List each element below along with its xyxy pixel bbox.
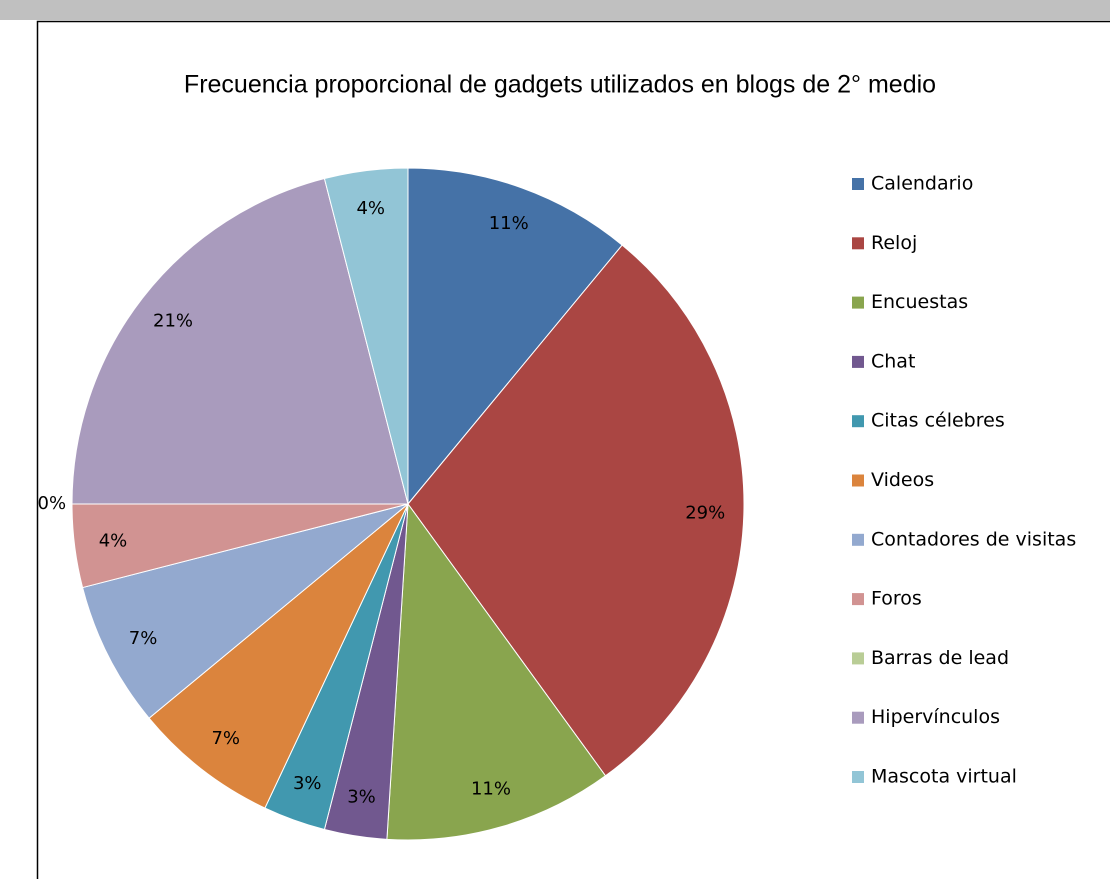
data-label: 7%	[211, 728, 240, 749]
data-label: 3%	[293, 773, 322, 794]
data-label: 7%	[129, 628, 158, 649]
pie-slice	[323, 167, 409, 505]
data-label: 4%	[356, 198, 385, 219]
legend-label: Chat	[871, 350, 915, 372]
legend-swatch	[852, 652, 864, 665]
legend: Calendario Reloj Encuestas Chat Citas célebr…	[852, 173, 1076, 788]
data-labels: 11% 29% 11% 3% 3% 7% 7% 4% 0% 21% 4%	[38, 198, 726, 808]
legend-label: Barras de lead	[871, 647, 1009, 669]
legend-label: Calendario	[871, 173, 973, 195]
top-bar	[0, 0, 1110, 20]
pie-slice	[386, 502, 607, 841]
pie-slice	[71, 177, 409, 505]
legend-swatch	[852, 178, 864, 190]
pie	[71, 167, 745, 841]
legend-label: Mascota virtual	[871, 766, 1017, 788]
pie-slice	[81, 503, 409, 719]
legend-swatch	[852, 474, 864, 487]
legend-label: Hipervínculos	[871, 706, 1000, 728]
legend-swatch	[852, 533, 864, 546]
data-label: 11%	[489, 213, 529, 234]
data-label: 4%	[99, 530, 128, 551]
data-label: 29%	[685, 502, 725, 523]
data-label: 21%	[153, 311, 193, 332]
legend-swatch	[852, 415, 864, 428]
legend-label: Contadores de visitas	[871, 528, 1076, 550]
legend-swatch	[852, 237, 864, 250]
legend-label: Reloj	[871, 232, 917, 254]
legend-label: Foros	[871, 588, 922, 610]
legend-swatch	[852, 355, 864, 368]
data-label: 3%	[347, 787, 376, 808]
legend-swatch	[852, 711, 864, 724]
pie-slice	[148, 503, 409, 809]
legend-label: Encuestas	[871, 291, 968, 313]
chart-title: Frecuencia proporcional de gadgets utili…	[184, 71, 936, 99]
pie-slice	[407, 244, 745, 777]
pie-slice	[407, 167, 623, 506]
data-label: 11%	[471, 779, 511, 800]
legend-swatch	[852, 593, 864, 606]
legend-label: Videos	[871, 469, 934, 491]
legend-swatch	[852, 296, 864, 309]
legend-label: Citas célebres	[871, 410, 1005, 432]
data-label: 0%	[38, 493, 67, 514]
legend-swatch	[852, 771, 864, 783]
